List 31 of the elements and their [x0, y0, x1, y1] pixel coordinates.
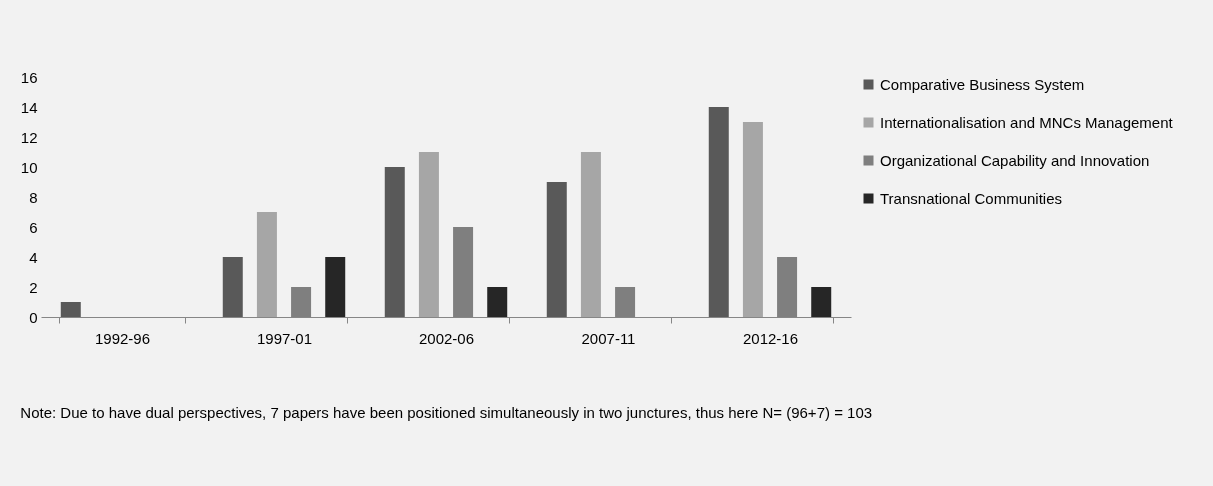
x-tick-label: 2012-16	[742, 329, 799, 347]
y-tick-label: 16	[20, 68, 38, 86]
y-tick-label: 8	[29, 188, 38, 206]
y-tick-label: 6	[29, 218, 38, 236]
bar	[325, 257, 346, 317]
legend-label: Organizational Capability and Innovation	[880, 151, 1150, 169]
bar	[546, 182, 567, 317]
y-tick-label: 12	[20, 128, 38, 146]
bar	[811, 287, 832, 317]
bar	[742, 122, 763, 317]
legend-label: Comparative Business System	[880, 75, 1085, 93]
y-tick-label: 2	[29, 278, 38, 296]
legend-label: Internationalisation and MNCs Management	[880, 113, 1174, 131]
bar	[256, 212, 277, 317]
bar	[418, 152, 439, 317]
bar	[708, 107, 729, 317]
y-tick-label: 14	[20, 98, 38, 116]
bar	[384, 167, 405, 317]
bar	[580, 152, 601, 317]
x-tick-label: 2007-11	[581, 329, 636, 347]
x-tick-label: 2002-06	[418, 329, 475, 347]
text: Note: Due to have dual perspectives, 7 papers have been positioned simultaneously in two junctures, thus here N= (96+7) = 103	[20, 404, 873, 421]
bar	[487, 287, 508, 317]
bar	[60, 302, 81, 317]
legend-label: Transnational Communities	[880, 189, 1063, 207]
y-tick-label: 4	[29, 248, 38, 266]
x-tick-label: 1997-01	[256, 329, 313, 347]
x-tick-label: 1992-96	[94, 329, 151, 347]
y-tick-label: 0	[29, 308, 38, 326]
bar	[222, 257, 243, 317]
y-tick-label: 10	[20, 158, 38, 176]
